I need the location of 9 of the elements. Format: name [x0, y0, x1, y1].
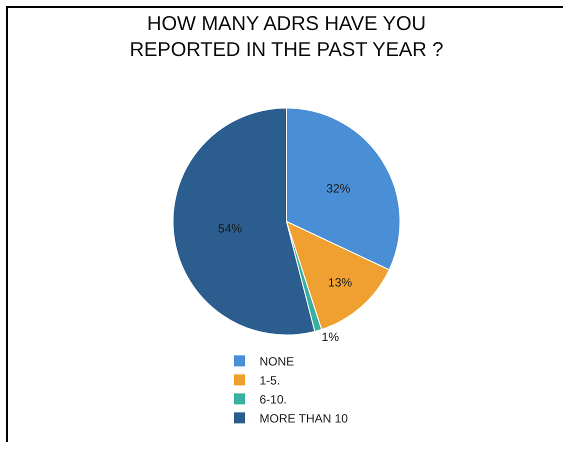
legend-label: NONE — [260, 354, 294, 369]
legend-label: 1-5. — [260, 374, 280, 388]
chart-title: HOW MANY ADRS HAVE YOU REPORTED IN THE PAST YEAR ? — [130, 12, 444, 61]
legend-label: MORE THAN 10 — [260, 412, 348, 426]
data-label: 13% — [328, 275, 352, 290]
data-label: 54% — [218, 222, 242, 236]
data-label: 1% — [322, 330, 340, 344]
legend-label: 6-10. — [260, 392, 287, 407]
data-label: 32% — [326, 182, 351, 196]
